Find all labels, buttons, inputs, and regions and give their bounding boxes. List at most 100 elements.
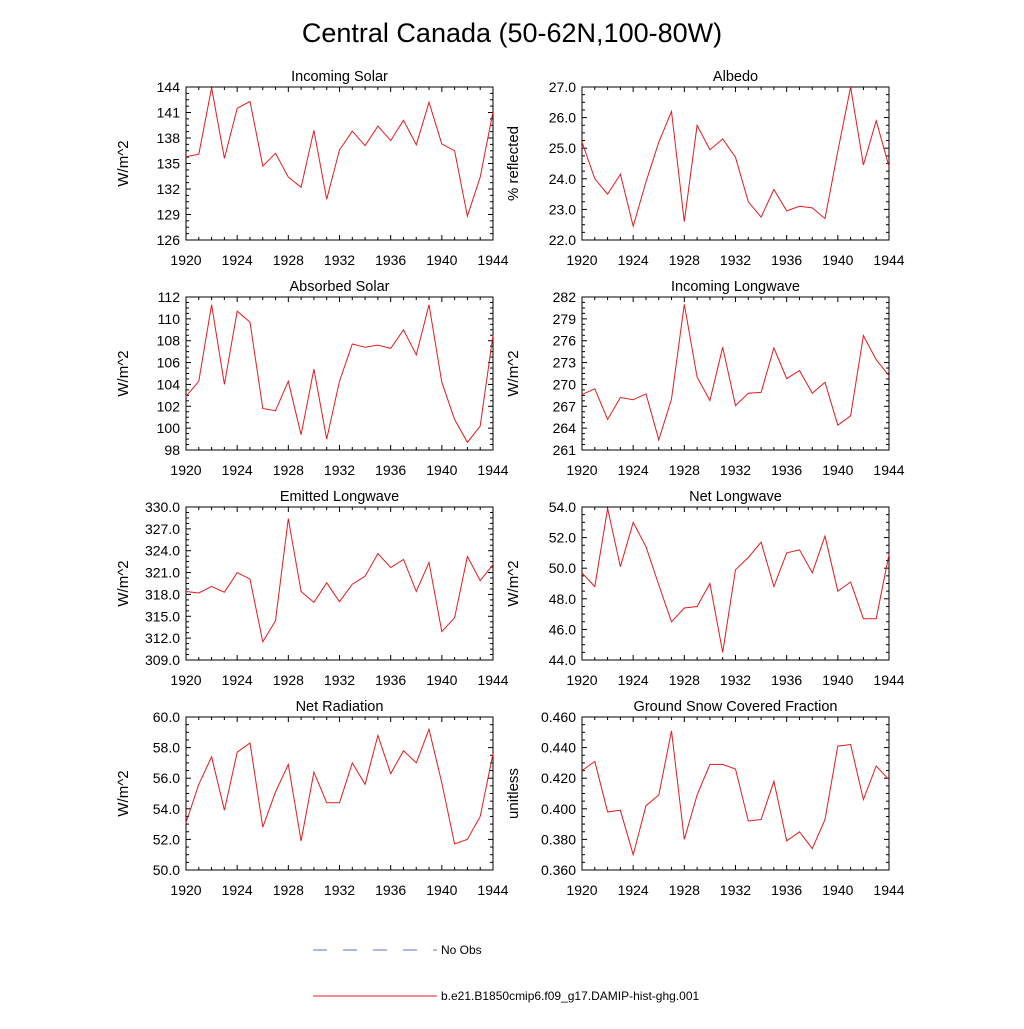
series-line bbox=[185, 518, 494, 644]
x-tick-label: 1920 bbox=[170, 672, 201, 688]
y-tick-label: 135 bbox=[157, 156, 181, 172]
y-tick-label: 309.0 bbox=[145, 652, 180, 668]
x-tick-label: 1920 bbox=[566, 672, 597, 688]
y-tick-label: 24.0 bbox=[549, 171, 576, 187]
x-tick-label: 1924 bbox=[222, 882, 253, 898]
x-tick-label: 1936 bbox=[375, 882, 406, 898]
y-axis-label: W/m^2 bbox=[115, 770, 132, 816]
y-tick-label: 330.0 bbox=[145, 499, 180, 515]
y-tick-label: 273 bbox=[553, 355, 577, 371]
x-tick-label: 1924 bbox=[618, 672, 649, 688]
panel-title: Incoming Longwave bbox=[671, 279, 800, 295]
x-tick-label: 1940 bbox=[426, 462, 457, 478]
y-tick-label: 25.0 bbox=[549, 140, 576, 156]
series-line bbox=[581, 86, 890, 229]
series-line bbox=[185, 87, 494, 219]
plot-frame bbox=[185, 716, 494, 871]
y-tick-label: 27.0 bbox=[549, 79, 576, 95]
panel-title: Albedo bbox=[713, 69, 758, 85]
x-tick-label: 1940 bbox=[822, 462, 853, 478]
y-tick-label: 52.0 bbox=[153, 831, 180, 847]
panel-albedo: Albedo % reflected 1920 1924 1928 1932 1936 194… bbox=[505, 69, 905, 268]
x-tick-label: 1932 bbox=[720, 462, 751, 478]
y-tick-label: 312.0 bbox=[145, 630, 180, 646]
y-tick-label: 0.460 bbox=[541, 709, 576, 725]
y-tick-label: 112 bbox=[158, 289, 181, 305]
x-tick-label: 1932 bbox=[720, 882, 751, 898]
panel-title: Incoming Solar bbox=[291, 69, 388, 85]
x-tick-label: 1944 bbox=[477, 672, 508, 688]
x-tick-label: 1932 bbox=[720, 672, 751, 688]
panel-title: Absorbed Solar bbox=[290, 279, 390, 295]
y-tick-label: 54.0 bbox=[549, 499, 576, 515]
y-tick-label: 0.380 bbox=[541, 831, 576, 847]
y-tick-label: 58.0 bbox=[153, 740, 180, 756]
legend-model-label: b.e21.B1850cmip6.f09_g17.DAMIP-hist-ghg.… bbox=[441, 989, 699, 1003]
y-tick-label: 100 bbox=[157, 420, 181, 436]
y-axis-label: W/m^2 bbox=[115, 140, 132, 186]
x-tick-label: 1932 bbox=[720, 252, 751, 268]
plot-frame bbox=[185, 296, 494, 451]
y-tick-label: 270 bbox=[553, 376, 577, 392]
panel-ground-snow-covered-fraction: Ground Snow Covered Fraction unitless 1920… bbox=[505, 699, 905, 898]
x-tick-label: 1928 bbox=[669, 462, 700, 478]
x-tick-label: 1940 bbox=[426, 672, 457, 688]
y-axis-label: unitless bbox=[505, 768, 522, 819]
x-tick-label: 1936 bbox=[375, 672, 406, 688]
y-tick-label: 48.0 bbox=[549, 591, 576, 607]
x-tick-label: 1936 bbox=[375, 462, 406, 478]
x-tick-label: 1940 bbox=[426, 252, 457, 268]
x-tick-label: 1920 bbox=[566, 882, 597, 898]
plot-frame bbox=[185, 86, 494, 241]
series-line bbox=[581, 508, 890, 653]
y-axis-label: W/m^2 bbox=[115, 560, 132, 606]
x-tick-label: 1924 bbox=[618, 882, 649, 898]
x-tick-label: 1928 bbox=[273, 672, 304, 688]
series-line bbox=[185, 727, 494, 845]
plot-frame bbox=[185, 506, 494, 661]
y-axis-label: W/m^2 bbox=[505, 350, 522, 396]
y-tick-label: 282 bbox=[553, 289, 577, 305]
y-tick-label: 129 bbox=[157, 207, 181, 223]
y-tick-label: 267 bbox=[553, 398, 577, 414]
x-tick-label: 1932 bbox=[324, 252, 355, 268]
series-line bbox=[581, 304, 890, 442]
x-tick-label: 1944 bbox=[477, 462, 508, 478]
y-tick-label: 98 bbox=[164, 442, 180, 458]
x-tick-label: 1924 bbox=[618, 252, 649, 268]
y-tick-label: 0.360 bbox=[541, 862, 576, 878]
y-tick-label: 106 bbox=[157, 355, 181, 371]
x-tick-label: 1936 bbox=[771, 672, 802, 688]
y-tick-label: 102 bbox=[157, 398, 181, 414]
x-tick-label: 1936 bbox=[375, 252, 406, 268]
panel-emitted-longwave: Emitted Longwave W/m^2 1920 1924 1928 1932 193… bbox=[115, 489, 509, 688]
x-tick-label: 1928 bbox=[273, 882, 304, 898]
y-tick-label: 141 bbox=[157, 105, 181, 121]
x-tick-label: 1920 bbox=[170, 462, 201, 478]
plot-frame bbox=[581, 716, 890, 871]
x-tick-label: 1928 bbox=[273, 252, 304, 268]
x-tick-label: 1928 bbox=[669, 882, 700, 898]
x-tick-label: 1924 bbox=[222, 462, 253, 478]
plot-frame bbox=[581, 86, 890, 241]
y-tick-label: 22.0 bbox=[549, 232, 576, 248]
y-axis-label: W/m^2 bbox=[505, 560, 522, 606]
y-tick-label: 315.0 bbox=[145, 608, 180, 624]
y-tick-label: 60.0 bbox=[153, 709, 180, 725]
panel-incoming-solar: Incoming Solar W/m^2 1920 1924 1928 1932 1936 1… bbox=[115, 69, 509, 268]
x-tick-label: 1928 bbox=[669, 252, 700, 268]
y-tick-label: 327.0 bbox=[145, 521, 180, 537]
y-tick-label: 56.0 bbox=[153, 770, 180, 786]
x-tick-label: 1940 bbox=[822, 252, 853, 268]
x-tick-label: 1924 bbox=[222, 252, 253, 268]
panel-title: Emitted Longwave bbox=[280, 489, 399, 505]
panel-title: Net Longwave bbox=[689, 489, 782, 505]
series-line bbox=[581, 730, 890, 857]
y-tick-label: 44.0 bbox=[549, 652, 576, 668]
panel-net-radiation: Net Radiation W/m^2 1920 1924 1928 1932 1936 19… bbox=[115, 699, 509, 898]
x-tick-label: 1944 bbox=[477, 252, 508, 268]
y-tick-label: 318.0 bbox=[145, 586, 180, 602]
x-tick-label: 1920 bbox=[170, 252, 201, 268]
